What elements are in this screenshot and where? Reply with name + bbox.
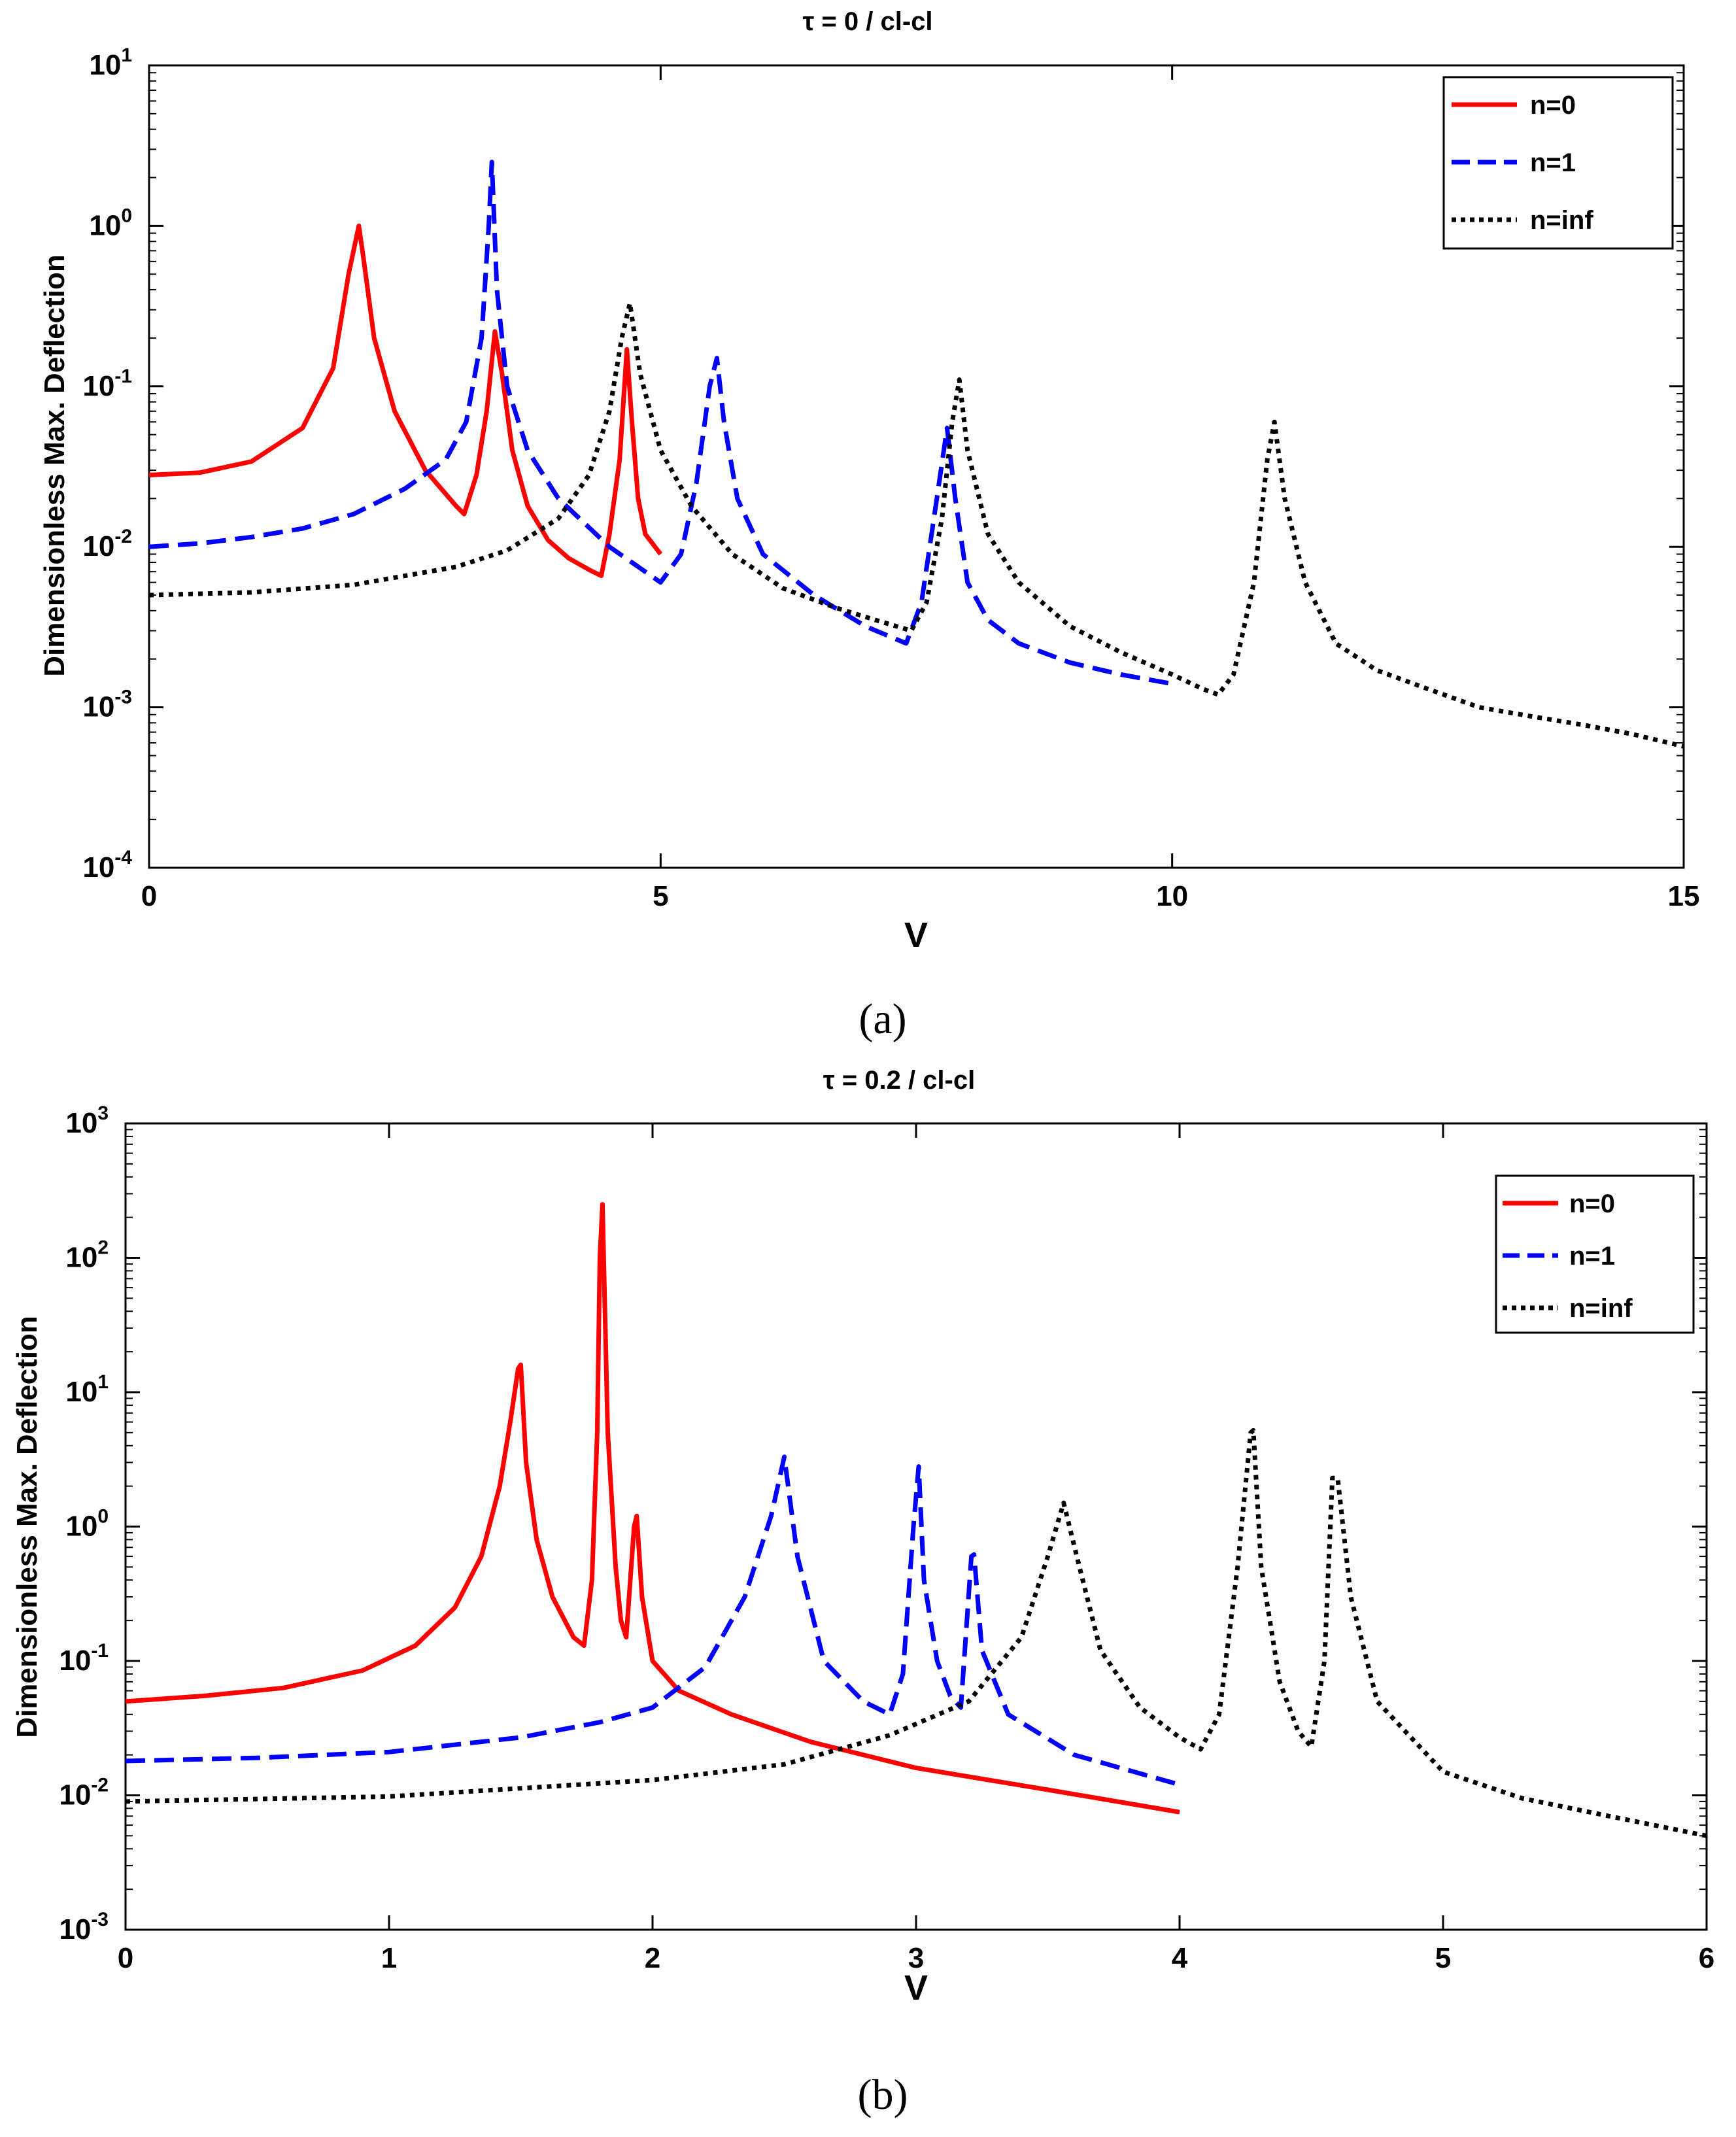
x-tick-label: 15 (1668, 880, 1700, 912)
chart-b-title: τ = 0.2 / cl-cl (823, 1066, 975, 1095)
x-tick-label: 3 (908, 1942, 924, 1974)
chart-a-series (148, 160, 1684, 749)
chart-b-legend: n=0 n=1 n=inf (1495, 1174, 1695, 1334)
y-tick-label: 100 (65, 1506, 109, 1543)
series-line-n1 (125, 1454, 1180, 1787)
chart-b-legend-label-n0: n=0 (1569, 1189, 1615, 1218)
chart-a-plot-area (148, 64, 1685, 869)
chart-b-x-axis-label: V (904, 1968, 928, 2008)
chart-b-legend-label-n1: n=1 (1569, 1242, 1615, 1271)
y-tick-label: 10-3 (59, 1909, 109, 1945)
chart-b-plot-area (124, 1122, 1708, 1931)
y-tick-label: 10-4 (82, 847, 132, 883)
x-tick-label: 0 (118, 1942, 133, 1974)
chart-b-legend-label-ninf: n=inf (1569, 1294, 1633, 1323)
chart-a-x-axis-label: V (904, 915, 928, 955)
y-tick-label: 10-3 (82, 687, 132, 723)
chart-b-caption: (b) (858, 2071, 908, 2119)
chart-a-ticks (148, 64, 1685, 869)
series-line-n1 (148, 160, 1173, 687)
chart-b-y-axis-label: Dimensionless Max. Deflection (11, 1316, 43, 1738)
series-line-ninf (125, 1428, 1707, 1838)
x-tick-label: 5 (1435, 1942, 1451, 1974)
chart-b: τ = 0.2 / cl-cl 10-310-210-1100101102103… (11, 1066, 1714, 2119)
y-tick-label: 100 (89, 205, 132, 241)
y-tick-label: 10-2 (59, 1775, 109, 1811)
x-tick-label: 2 (645, 1942, 660, 1974)
chart-a-legend-label-ninf: n=inf (1530, 206, 1593, 235)
chart-b-series (125, 1202, 1707, 1838)
x-tick-label: 5 (653, 880, 668, 912)
chart-a: τ = 0 / cl-cl 10-4 10-3 10-2 10-1 100 101 0 5 1… (39, 7, 1699, 1043)
chart-a-title: τ = 0 / cl-cl (802, 7, 932, 36)
chart-a-legend-label-n0: n=0 (1530, 91, 1576, 120)
x-tick-label: 1 (381, 1942, 397, 1974)
series-line-n0 (148, 223, 663, 578)
chart-a-legend: n=0 n=1 n=inf (1442, 76, 1674, 250)
x-tick-label: 4 (1172, 1942, 1188, 1974)
y-tick-label: 101 (65, 1371, 109, 1408)
y-tick-label: 10-1 (59, 1640, 109, 1677)
y-tick-label: 102 (65, 1237, 109, 1274)
y-tick-label: 103 (65, 1103, 109, 1139)
x-tick-label: 10 (1156, 880, 1188, 912)
chart-a-caption: (a) (859, 995, 906, 1043)
chart-a-y-tick-labels: 10-4 10-3 10-2 10-1 100 101 (82, 44, 132, 883)
chart-b-y-tick-labels: 10-3 10-2 10-1 100 101 102 103 (59, 1103, 109, 1945)
y-tick-label: 101 (89, 44, 132, 81)
chart-b-x-tick-labels: 0 1 2 3 4 5 6 (118, 1942, 1714, 1974)
chart-b-ticks (124, 1122, 1708, 1931)
x-tick-label: 0 (141, 880, 157, 912)
series-line-n0 (125, 1202, 1180, 1815)
y-tick-label: 10-1 (82, 366, 132, 402)
chart-a-x-tick-labels: 0 5 10 15 (141, 880, 1700, 912)
y-tick-label: 10-2 (82, 526, 132, 562)
x-tick-label: 6 (1699, 1942, 1714, 1974)
chart-a-y-axis-label: Dimensionless Max. Deflection (39, 254, 71, 677)
chart-a-legend-label-n1: n=1 (1530, 148, 1576, 177)
